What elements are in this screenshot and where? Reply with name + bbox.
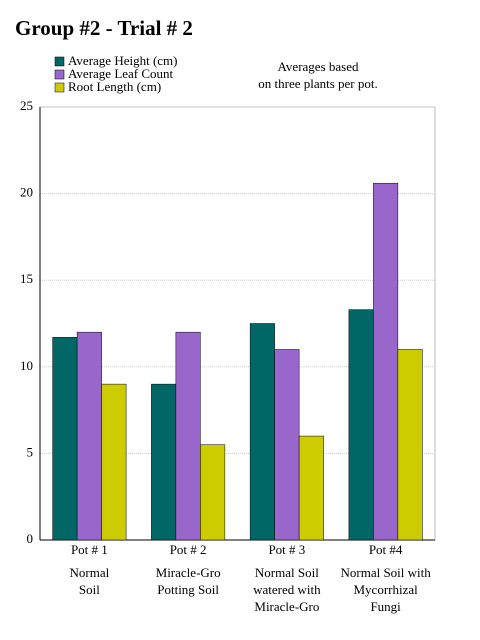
bar — [249, 323, 275, 541]
y-tick-label: 0 — [27, 531, 34, 546]
y-tick-label: 10 — [20, 358, 33, 373]
x-tick-label: Pot # 1 — [71, 542, 108, 557]
bar — [298, 435, 324, 541]
legend-swatch — [54, 82, 65, 93]
category-description: watered with — [253, 582, 321, 597]
category-description: Potting Soil — [157, 582, 219, 597]
category-description: Normal Soil with — [340, 565, 431, 580]
x-tick-label: Pot #4 — [369, 542, 403, 557]
x-tick-label: Pot # 3 — [268, 542, 305, 557]
bar — [52, 337, 78, 541]
category-description: Normal Soil — [255, 565, 319, 580]
bar — [76, 331, 102, 541]
legend-label: Root Length (cm) — [68, 79, 161, 94]
y-tick-label: 15 — [20, 271, 33, 286]
category-description: Mycorrhizal — [353, 582, 418, 597]
bar — [373, 182, 399, 541]
bar — [101, 383, 127, 541]
category-description: Normal — [70, 565, 110, 580]
bar — [397, 349, 423, 541]
annotation: Averages based — [278, 59, 359, 74]
annotation: on three plants per pot. — [258, 76, 378, 91]
bar — [348, 309, 374, 541]
x-tick-label: Pot # 2 — [170, 542, 207, 557]
y-tick-label: 20 — [20, 185, 33, 200]
bar — [274, 349, 300, 541]
legend-swatch — [54, 69, 65, 80]
bar — [175, 331, 201, 541]
y-tick-label: 25 — [20, 98, 33, 113]
legend-label: Average Leaf Count — [68, 66, 174, 81]
bar — [200, 444, 226, 541]
category-description: Fungi — [370, 599, 401, 614]
bar — [151, 383, 177, 541]
category-description: Soil — [79, 582, 100, 597]
category-description: Miracle-Gro — [254, 599, 319, 614]
category-description: Miracle-Gro — [156, 565, 221, 580]
chart-title: Group #2 - Trial # 2 — [15, 16, 193, 40]
legend-label: Average Height (cm) — [68, 53, 177, 68]
legend-swatch — [54, 56, 65, 67]
y-tick-label: 5 — [27, 444, 34, 459]
